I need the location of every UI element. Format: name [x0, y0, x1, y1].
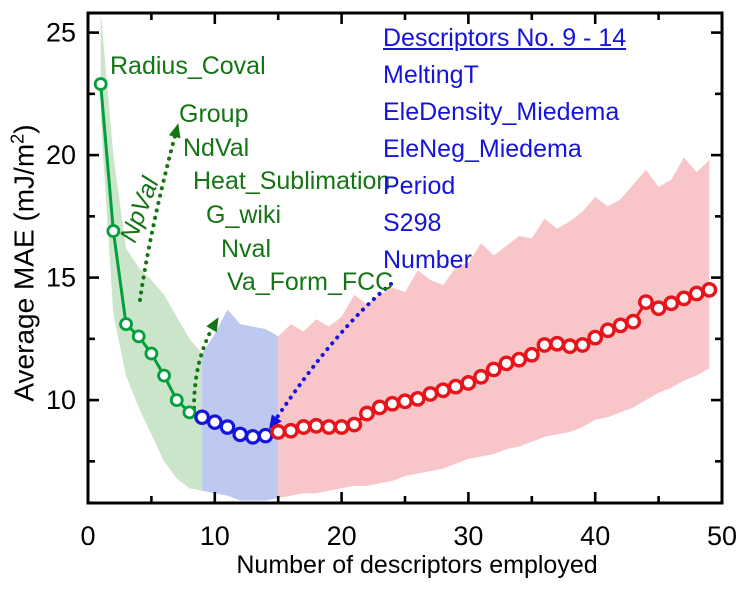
x-tick-label: 10 — [200, 521, 230, 551]
annotation-heat-sublimation: Heat_Sublimation — [193, 167, 391, 195]
blue-arrow-to-minimum-head — [269, 414, 282, 430]
data-point — [460, 375, 477, 391]
data-point — [346, 416, 363, 433]
data-point — [182, 405, 197, 420]
data-point — [561, 338, 578, 355]
data-point — [549, 335, 566, 352]
annotation-nval: Nval — [221, 235, 272, 263]
data-point — [207, 414, 223, 430]
legend-item-number: Number — [383, 246, 472, 274]
data-point — [93, 77, 108, 91]
data-point — [650, 300, 667, 317]
data-point — [574, 337, 591, 353]
data-point — [485, 361, 502, 378]
data-point — [106, 224, 121, 238]
data-point — [688, 285, 705, 302]
x-tick-label: 50 — [707, 521, 737, 551]
data-point — [282, 422, 299, 439]
x-tick-label: 0 — [80, 521, 95, 551]
data-point — [587, 329, 604, 346]
data-point — [447, 378, 464, 395]
green-arrow-to-va-form-fcc — [192, 323, 216, 410]
data-point — [295, 419, 312, 435]
legend-item-eledensity: EleDensity_Miedema — [383, 98, 620, 126]
y-axis-label: Average MAE (mJ/m2) — [7, 124, 40, 401]
x-axis-label: Number of descriptors employed — [236, 551, 598, 579]
data-point — [409, 390, 426, 407]
data-point — [701, 281, 718, 298]
data-point — [308, 417, 325, 434]
data-point — [435, 382, 451, 399]
legend-item-eleneg: EleNeg_Miedema — [383, 135, 582, 163]
annotation-g-wiki: G_wiki — [206, 201, 282, 229]
data-point — [523, 346, 540, 363]
data-point — [144, 346, 159, 361]
data-point — [612, 317, 629, 334]
data-point — [371, 399, 388, 416]
x-tick-label: 20 — [327, 521, 357, 551]
x-tick-label: 40 — [580, 521, 610, 551]
data-point — [257, 427, 274, 444]
legend-item-period: Period — [383, 172, 456, 200]
y-axis-label-close: ) — [8, 124, 40, 134]
data-point — [599, 322, 616, 339]
data-point — [625, 313, 642, 330]
annotation-ndval: NdVal — [183, 134, 250, 162]
y-axis-label-superscript: 2 — [7, 133, 28, 144]
data-point — [511, 351, 528, 368]
data-point — [232, 426, 248, 443]
descriptors 1-8 (green)-band — [100, 13, 203, 491]
green-arrow-to-group-head — [168, 123, 181, 139]
data-point — [663, 295, 680, 312]
data-point — [194, 409, 210, 426]
data-point — [473, 368, 489, 385]
legend-item-meltingt: MeltingT — [383, 61, 479, 89]
annotation-group: Group — [179, 100, 249, 128]
data-point — [359, 405, 375, 422]
descriptors 9-14 (blue)-band — [202, 309, 279, 501]
annotation-va-form-fcc: Va_Form_FCC — [227, 268, 394, 296]
legend-header: Descriptors No. 9 - 14 — [383, 24, 627, 52]
descriptors 15-49 (red)-band — [278, 157, 710, 499]
data-point — [169, 393, 184, 408]
y-tick-label: 10 — [46, 385, 76, 415]
data-point — [119, 317, 133, 332]
data-point — [157, 368, 171, 383]
data-point — [638, 294, 654, 310]
y-tick-label: 20 — [46, 140, 76, 170]
y-tick-label: 25 — [46, 18, 76, 48]
data-point — [219, 419, 236, 435]
data-point — [498, 355, 515, 372]
blue-descriptor-legend: Descriptors No. 9 - 14 MeltingT EleDensi… — [383, 20, 626, 279]
green-arrow-to-va-form-fcc-head — [206, 317, 219, 333]
data-point — [536, 337, 553, 353]
y-tick-label: 15 — [46, 263, 76, 293]
data-point — [422, 386, 439, 402]
legend-item-s298: S298 — [383, 209, 442, 237]
annotation-radius-coval: Radius_Coval — [110, 52, 266, 80]
data-point — [333, 419, 350, 435]
x-tick-label: 30 — [453, 521, 483, 551]
data-point — [321, 419, 337, 435]
data-point — [131, 329, 146, 344]
data-point — [270, 424, 287, 440]
data-point — [676, 290, 692, 307]
data-point — [397, 393, 413, 410]
data-point — [245, 429, 261, 445]
y-axis-label-text: Average MAE (mJ/m — [8, 143, 40, 402]
data-point — [384, 395, 401, 412]
